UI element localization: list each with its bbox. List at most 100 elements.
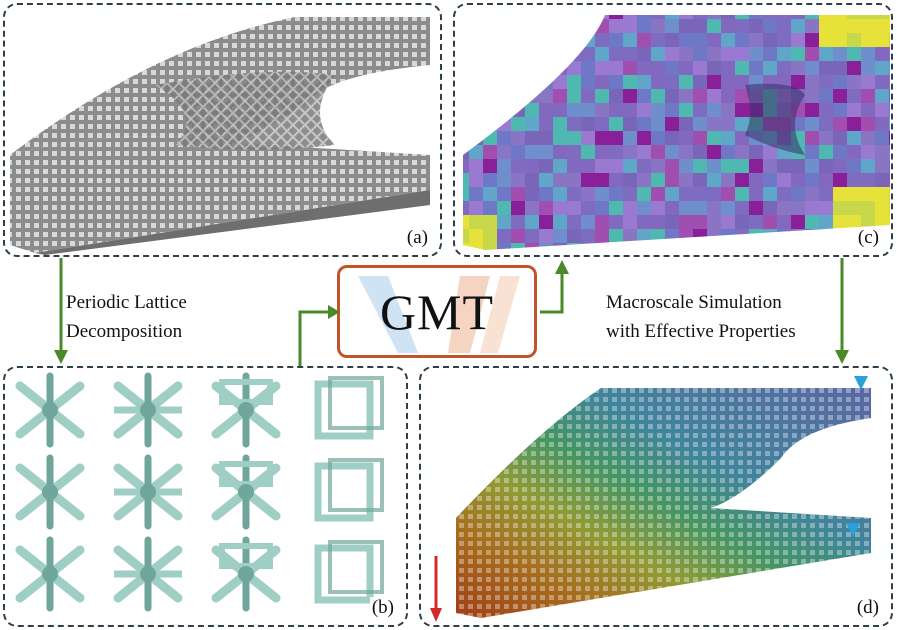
voxel (805, 145, 819, 159)
voxel (511, 229, 525, 243)
voxel (679, 19, 693, 33)
voxel (777, 19, 791, 33)
voxel (763, 201, 777, 215)
voxel (463, 201, 469, 215)
voxel (777, 33, 791, 47)
voxel (665, 61, 679, 75)
voxel (763, 187, 777, 201)
voxel (889, 89, 890, 103)
voxel (735, 201, 749, 215)
voxel (735, 145, 749, 159)
unit-cell (15, 454, 85, 530)
voxel (693, 215, 707, 229)
voxel (567, 173, 581, 187)
voxel (889, 33, 890, 47)
voxel (805, 117, 819, 131)
voxel (833, 33, 847, 47)
unit-cell (113, 454, 183, 530)
voxel (609, 159, 623, 173)
voxel (665, 145, 679, 159)
voxel (833, 159, 847, 173)
voxel (609, 201, 623, 215)
voxel (735, 33, 749, 47)
voxel (525, 243, 539, 250)
voxel (539, 173, 553, 187)
voxel (889, 15, 890, 19)
voxel (609, 187, 623, 201)
voxel (581, 229, 595, 243)
voxel (805, 89, 819, 103)
voxel (749, 61, 763, 75)
voxel (665, 159, 679, 173)
voxel (721, 201, 735, 215)
voxel (567, 187, 581, 201)
voxel (511, 159, 525, 173)
voxel (651, 145, 665, 159)
voxel (861, 173, 875, 187)
voxel (609, 145, 623, 159)
voxel (875, 33, 889, 47)
voxel (595, 61, 609, 75)
voxel (623, 33, 637, 47)
voxel (819, 215, 833, 229)
voxel (749, 201, 763, 215)
voxel (511, 243, 525, 250)
voxel (777, 215, 791, 229)
voxel (567, 159, 581, 173)
voxel (651, 19, 665, 33)
voxel (525, 117, 539, 131)
voxel (735, 159, 749, 173)
voxel (833, 117, 847, 131)
voxel (623, 145, 637, 159)
voxel (679, 117, 693, 131)
voxel (665, 33, 679, 47)
voxel (735, 47, 749, 61)
voxel (861, 131, 875, 145)
voxel (665, 89, 679, 103)
voxel (651, 187, 665, 201)
voxel (483, 173, 497, 187)
voxel (861, 75, 875, 89)
unit-cell (314, 540, 384, 604)
voxel (595, 33, 609, 47)
voxel (805, 61, 819, 75)
voxel (847, 103, 861, 117)
voxel (763, 145, 777, 159)
voxel (707, 187, 721, 201)
voxel (609, 61, 623, 75)
voxel (791, 47, 805, 61)
voxel (623, 159, 637, 173)
panel-a: (a) (3, 3, 442, 257)
voxel (525, 159, 539, 173)
voxel (651, 47, 665, 61)
voxel (463, 215, 469, 229)
voxel (497, 159, 511, 173)
voxel (847, 117, 861, 131)
voxel (833, 47, 847, 61)
voxel (735, 103, 749, 117)
voxel (777, 15, 791, 19)
voxel (595, 201, 609, 215)
voxel (623, 215, 637, 229)
voxel (819, 61, 833, 75)
voxel (721, 159, 735, 173)
voxel (819, 19, 833, 33)
voxel (623, 103, 637, 117)
voxel (889, 187, 890, 201)
voxel (889, 201, 890, 215)
voxel (483, 215, 497, 229)
voxel (539, 103, 553, 117)
panel-d: (d) (419, 366, 893, 627)
voxel (693, 103, 707, 117)
voxel (707, 89, 721, 103)
voxel (469, 229, 483, 243)
voxel (721, 19, 735, 33)
voxel (791, 173, 805, 187)
voxel (595, 145, 609, 159)
voxel (875, 159, 889, 173)
voxel (861, 103, 875, 117)
voxel (847, 89, 861, 103)
voxel (693, 61, 707, 75)
voxel (679, 33, 693, 47)
voxel (819, 201, 833, 215)
